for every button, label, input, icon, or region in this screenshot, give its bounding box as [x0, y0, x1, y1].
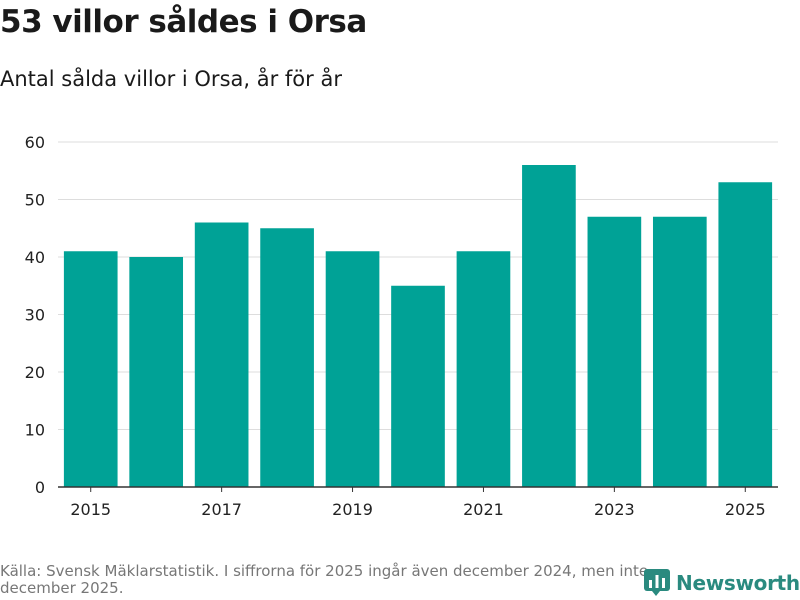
y-tick-label: 20	[25, 363, 45, 382]
bar-2024	[652, 216, 707, 487]
brand-logo[interactable]: Newsworthy	[644, 568, 800, 598]
y-tick-label: 30	[25, 306, 45, 325]
bar-2023	[587, 216, 642, 487]
bar-2020	[391, 285, 445, 487]
brand-name: Newsworthy	[676, 571, 800, 595]
bar-2015	[63, 251, 118, 487]
bar-2018	[260, 228, 314, 487]
source-note: Källa: Svensk Mäklarstatistik. I siffror…	[0, 562, 649, 597]
x-tick-label: 2025	[725, 500, 766, 519]
axes: 0 10 20 30 40 50 60 2015 2017 2019 2021 2023 2025	[25, 133, 778, 519]
bar-2021	[456, 251, 511, 487]
bar-2025	[718, 182, 773, 487]
y-tick-label: 50	[25, 191, 45, 210]
bar-2017	[194, 222, 249, 487]
chart-subtitle: Antal sålda villor i Orsa, år för år	[0, 67, 342, 91]
bar-2022	[522, 165, 576, 487]
x-tick-label: 2021	[463, 500, 504, 519]
bar-chart: 0 10 20 30 40 50 60 2015 2017 2019 2021 2023 2025	[25, 133, 778, 519]
bar-2019	[325, 251, 380, 487]
chart-title: 53 villor såldes i Orsa	[0, 4, 367, 40]
y-tick-label: 10	[25, 421, 45, 440]
bars	[63, 165, 773, 487]
y-tick-label: 0	[35, 478, 45, 497]
bar-chart-logo-icon	[644, 569, 670, 596]
y-tick-label: 60	[25, 133, 45, 152]
x-tick-label: 2019	[332, 500, 373, 519]
x-tick-label: 2015	[70, 500, 111, 519]
bar-2016	[129, 257, 184, 487]
x-tick-label: 2017	[201, 500, 242, 519]
y-tick-label: 40	[25, 248, 45, 267]
x-tick-label: 2023	[594, 500, 635, 519]
